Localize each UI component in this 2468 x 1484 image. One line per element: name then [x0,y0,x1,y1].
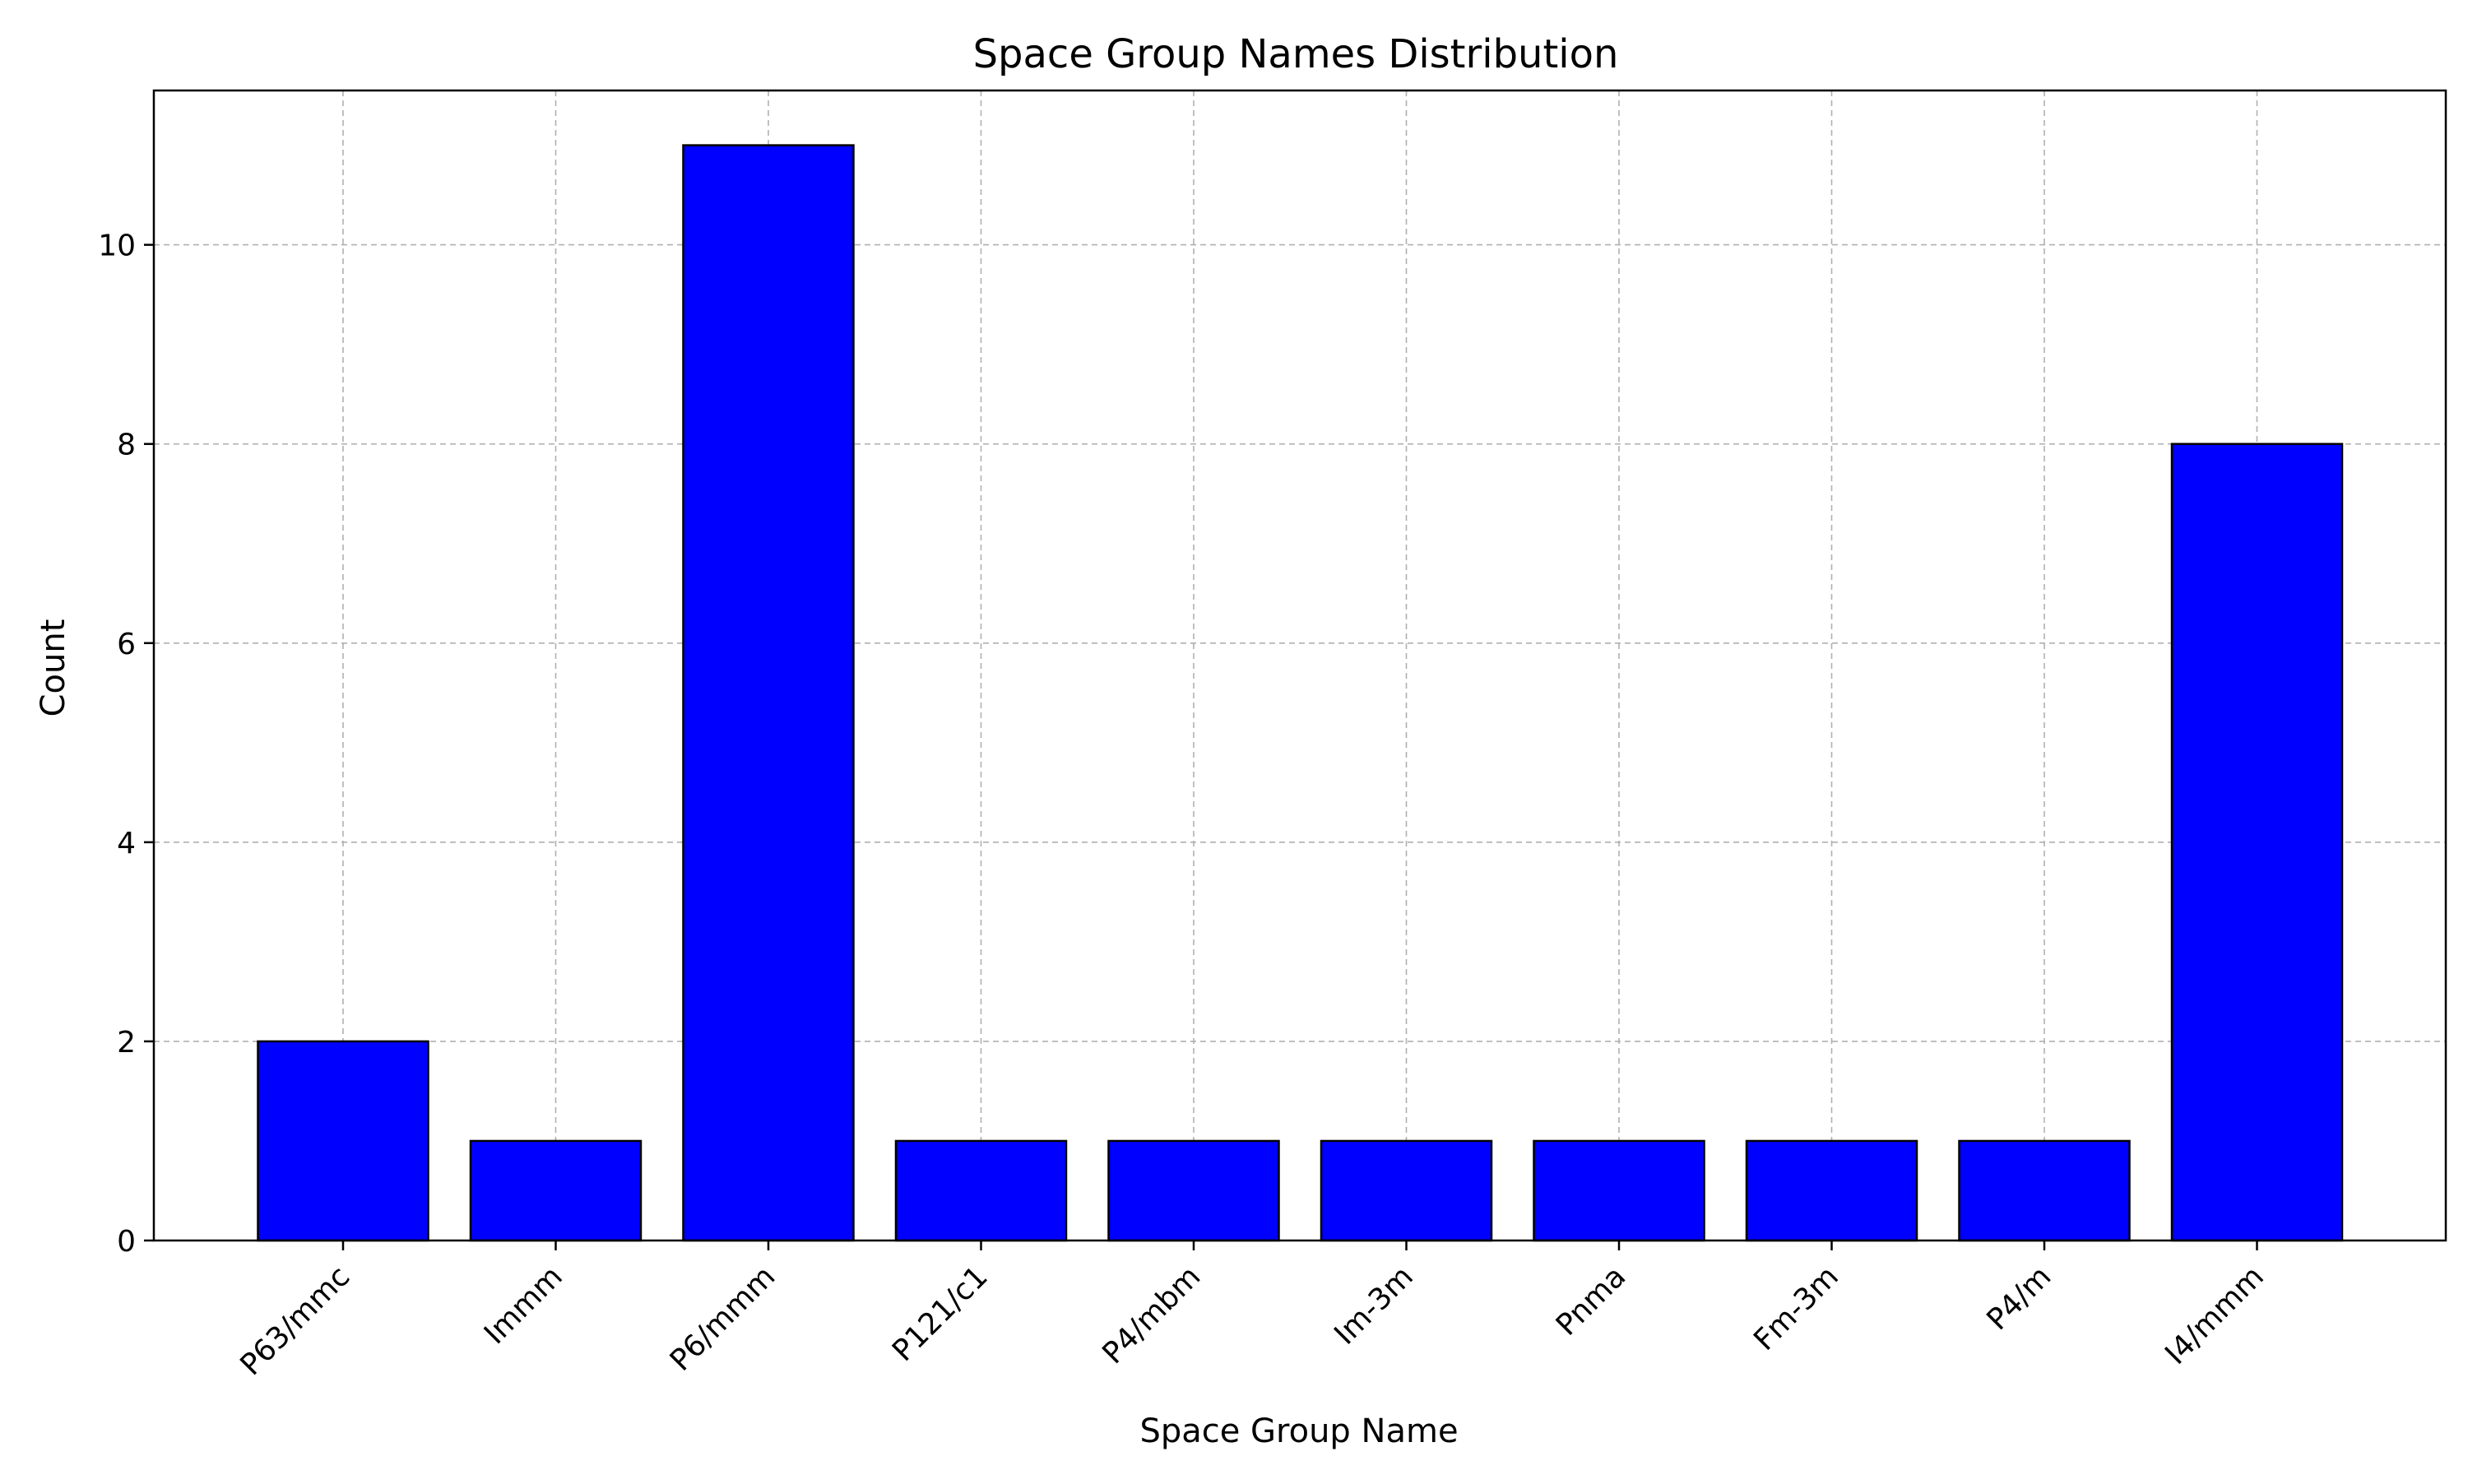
bar-6 [1533,1139,1705,1242]
plot-frame [152,89,2447,1242]
bar-1 [469,1139,643,1242]
bar-5 [1320,1139,1493,1242]
y-tick-label: 8 [117,429,136,462]
x-axis-label: Space Group Name [1139,1412,1458,1450]
chart-title: Space Group Names Distribution [973,31,1619,77]
bar-7 [1745,1139,1918,1242]
y-axis-label: Count [35,619,72,717]
bar-9 [2170,443,2344,1242]
bar-3 [894,1139,1068,1242]
y-tick-label: 2 [117,1026,136,1060]
y-tick-label: 6 [117,628,136,661]
y-tick-label: 0 [117,1225,136,1259]
bar-8 [1958,1139,2131,1242]
bar-4 [1107,1139,1280,1242]
bar-2 [682,144,855,1242]
bars-layer [257,144,2344,1242]
bar-0 [257,1040,429,1242]
y-tick-label: 10 [98,230,136,263]
y-tick-label: 4 [117,827,136,860]
